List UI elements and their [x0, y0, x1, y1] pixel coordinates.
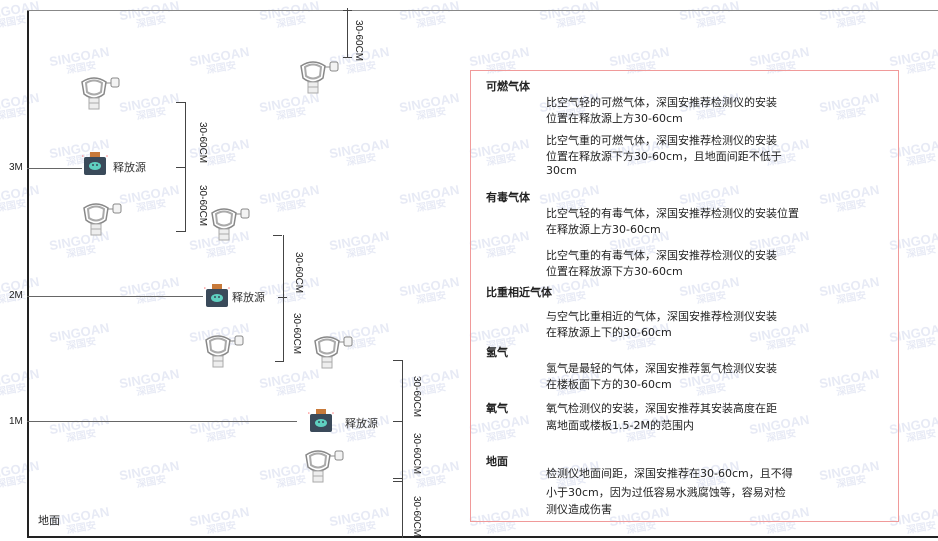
gas-detector-icon — [311, 333, 353, 369]
dimension-label: 30-60CM — [291, 313, 302, 355]
section-text: 比空气轻的可燃气体，深国安推荐检测仪的安装 — [546, 96, 777, 109]
release-source-label: 释放源 — [113, 161, 146, 174]
release-source-icon — [82, 152, 108, 176]
section-text: 测仪造成伤害 — [546, 503, 612, 516]
release-source-icon — [204, 284, 230, 308]
level-2m-line — [27, 296, 203, 297]
section-title: 可燃气体 — [486, 80, 530, 93]
level-1m-line — [27, 421, 297, 422]
dimension-label: 30-60CM — [411, 496, 422, 538]
section-title: 地面 — [486, 455, 508, 468]
dimension-label: 30-60CM — [293, 252, 304, 294]
floor-line — [27, 536, 938, 538]
dimension-line — [402, 360, 403, 538]
section-title: 有毒气体 — [486, 191, 530, 204]
section-title: 氧气 — [486, 402, 508, 415]
section-text: 小于30cm，因为过低容易水溅腐蚀等，容易对检 — [546, 486, 786, 499]
gas-detector-icon — [208, 205, 250, 241]
level-2m: 2M — [9, 290, 23, 301]
section-text: 位置在释放源下方30-60cm，且地面间距不低于 — [546, 150, 782, 163]
dimension-line — [185, 102, 186, 232]
section-text: 位置在释放源下方30-60cm — [546, 265, 683, 278]
level-3m: 3M — [9, 162, 23, 173]
section-text: 比空气重的有毒气体，深国安推荐检测仪的安装 — [546, 249, 777, 262]
level-1m: 1M — [9, 416, 23, 427]
section-text: 在楼板面下方的30-60cm — [546, 378, 672, 391]
dimension-label: 30-60CM — [197, 185, 208, 227]
dimension-label: 30-60CM — [411, 433, 422, 475]
gas-detector-icon — [297, 58, 339, 94]
section-text: 比空气轻的有毒气体，深国安推荐检测仪的安装位置 — [546, 207, 799, 220]
ground-label: 地面 — [38, 514, 60, 527]
section-title: 氢气 — [486, 346, 508, 359]
section-text: 位置在释放源上方30-60cm — [546, 112, 683, 125]
release-source-label: 释放源 — [232, 291, 265, 304]
ceiling-line — [27, 10, 938, 11]
section-text: 氢气是最轻的气体，深国安推荐氢气检测仪安装 — [546, 362, 777, 375]
dimension-line — [347, 8, 348, 58]
dimension-label: 30-60CM — [411, 376, 422, 418]
dimension-label: 30-60CM — [197, 122, 208, 164]
section-text: 比空气重的可燃气体，深国安推荐检测仪的安装 — [546, 134, 777, 147]
dimension-label: 30-60CM — [353, 20, 364, 62]
gas-detector-icon — [80, 200, 122, 236]
section-title: 比重相近气体 — [486, 286, 552, 299]
gas-detector-icon — [78, 74, 120, 110]
section-text: 在释放源上方30-60cm — [546, 223, 661, 236]
dimension-line — [283, 235, 284, 362]
section-text: 与空气比重相近的气体，深国安推荐检测仪安装 — [546, 310, 777, 323]
section-text: 氧气检测仪的安装，深国安推荐其安装高度在距 — [546, 402, 777, 415]
gas-detector-icon — [202, 332, 244, 368]
level-3m-line — [27, 168, 82, 169]
release-source-icon — [308, 409, 334, 433]
gas-detector-icon — [302, 447, 344, 483]
section-text: 检测仪地面间距，深国安推荐在30-60cm，且不得 — [546, 467, 793, 480]
release-source-label: 释放源 — [345, 417, 378, 430]
left-wall — [27, 10, 29, 538]
installation-notes-box: 可燃气体比空气轻的可燃气体，深国安推荐检测仪的安装 位置在释放源上方30-60cm… — [470, 70, 899, 522]
section-text: 30cm — [546, 164, 577, 177]
section-text: 在释放源上下的30-60cm — [546, 326, 672, 339]
section-text: 离地面或楼板1.5-2M的范围内 — [546, 419, 694, 432]
